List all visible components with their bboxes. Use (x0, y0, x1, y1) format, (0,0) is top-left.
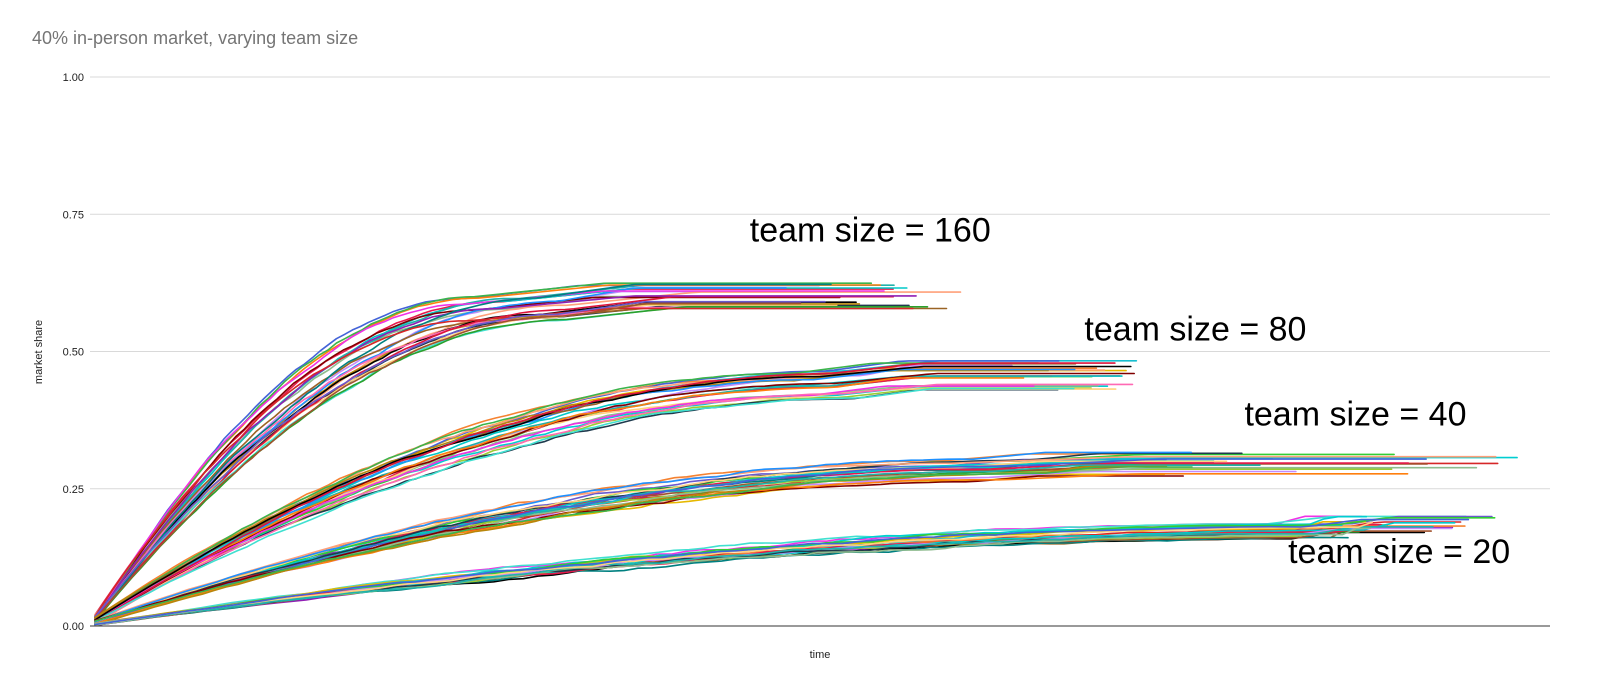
series-line-group2-26 (94, 387, 1075, 623)
y-tick-label: 0.50 (63, 347, 84, 359)
annotation-label-4: team size = 20 (1288, 533, 1510, 571)
series-lines (94, 282, 1518, 627)
chart-title: 40% in-person market, varying team size (32, 28, 358, 48)
series-line-group2-16 (94, 372, 1135, 624)
series-line-group3-19 (94, 460, 1228, 624)
y-axis-label: market share (33, 320, 45, 384)
series-line-group2-25 (94, 362, 1116, 624)
annotation-label-2: team size = 80 (1084, 311, 1306, 349)
y-tick-label: 1.00 (63, 72, 84, 84)
series-line-group4-13 (94, 525, 1466, 625)
series-line-group4-25 (94, 521, 1373, 626)
series-line-group2-17 (94, 377, 1025, 620)
annotations: team size = 160 team size = 80 team size =… (750, 212, 1510, 571)
series-line-group4-14 (94, 528, 1366, 625)
x-axis-label: time (810, 649, 831, 661)
annotation-label-3: team size = 40 (1244, 396, 1466, 434)
series-line-group2-23 (94, 365, 1132, 621)
series-line-group1-8 (94, 284, 821, 622)
y-tick-label: 0.25 (63, 484, 84, 496)
series-line-group2-21 (94, 385, 1035, 621)
series-line-group1-15 (94, 290, 885, 621)
series-line-group4-12 (94, 530, 1432, 627)
series-line-group1-25 (94, 300, 826, 618)
series-line-group3-20 (94, 458, 1427, 625)
series-line-group3-25 (94, 451, 1193, 623)
series-line-group1-26 (94, 302, 802, 622)
annotation-label-1: team size = 160 (750, 212, 991, 250)
y-tick-label: 0.75 (63, 209, 84, 221)
grid-lines (90, 76, 1550, 490)
series-line-group1-14 (94, 282, 873, 622)
series-line-group4-5 (94, 529, 1320, 625)
y-tick-labels: 0.00 0.25 0.50 0.75 1.00 (63, 72, 84, 633)
series-line-group4-26 (94, 518, 1470, 626)
series-line-group1-24 (94, 307, 914, 618)
series-line-group3-26 (94, 466, 1193, 622)
series-line-group1-21 (94, 295, 917, 621)
series-line-group2-20 (94, 362, 1039, 622)
series-line-group4-23 (94, 527, 1372, 625)
series-line-group1-22 (94, 283, 832, 624)
series-line-group2-24 (94, 383, 1134, 624)
series-line-group4-24 (94, 525, 1434, 626)
y-tick-label: 0.00 (63, 621, 84, 633)
series-line-group4-7 (94, 526, 1454, 627)
